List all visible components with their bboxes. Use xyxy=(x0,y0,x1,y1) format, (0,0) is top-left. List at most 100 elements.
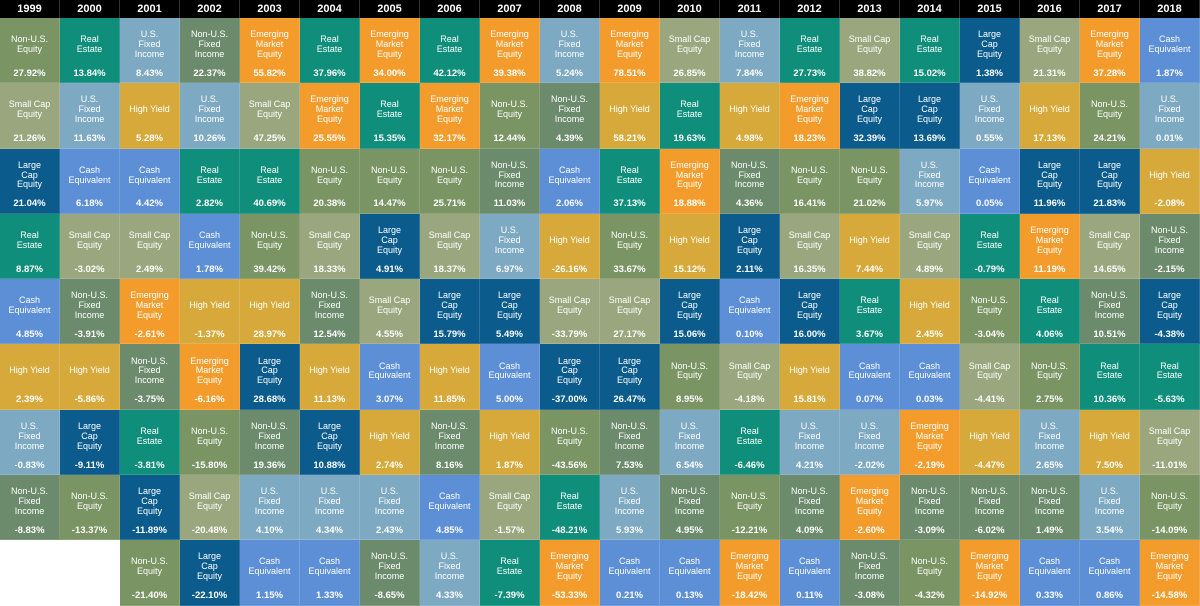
quilt-cell: High Yield4.98% xyxy=(720,83,780,148)
cell-label: Real Estate xyxy=(77,21,103,69)
year-header: 2011 xyxy=(720,0,780,18)
cell-label: Non-U.S. Equity xyxy=(1151,478,1188,526)
cell-value: 5.93% xyxy=(616,526,643,536)
cell-value: 0.05% xyxy=(976,199,1003,209)
cell-label: Large Cap Equity xyxy=(377,217,402,265)
cell-label: Large Cap Equity xyxy=(797,282,822,330)
quilt-cell: Large Cap Equity13.69% xyxy=(900,83,960,148)
quilt-cell: Emerging Market Equity18.23% xyxy=(780,83,840,148)
cell-value: 5.49% xyxy=(496,330,523,340)
quilt-cell: Emerging Market Equity-53.33% xyxy=(540,540,600,605)
cell-value: 0.01% xyxy=(1156,134,1183,144)
cell-label: Large Cap Equity xyxy=(1037,152,1062,200)
cell-value: 18.23% xyxy=(793,134,825,144)
cell-label: Small Cap Equity xyxy=(129,217,171,265)
cell-label: Non-U.S. Fixed Income xyxy=(491,152,528,200)
cell-value: -14.92% xyxy=(972,591,1007,601)
quilt-cell: Non-U.S. Fixed Income7.53% xyxy=(600,410,660,475)
quilt-cell: U.S. Fixed Income4.34% xyxy=(300,475,360,540)
cell-label: Cash Equivalent xyxy=(128,152,170,200)
cell-label: Cash Equivalent xyxy=(8,282,50,330)
cell-label: U.S. Fixed Income xyxy=(795,413,825,461)
quilt-cell: High Yield2.74% xyxy=(360,410,420,475)
cell-value: -2.15% xyxy=(1154,265,1184,275)
cell-label: Emerging Market Equity xyxy=(550,543,589,591)
quilt-cell: Small Cap Equity26.85% xyxy=(660,18,720,83)
cell-label: Real Estate xyxy=(257,152,283,200)
quilt-cell: Real Estate13.84% xyxy=(60,18,120,83)
quilt-cell: Emerging Market Equity-14.92% xyxy=(960,540,1020,605)
cell-label: Large Cap Equity xyxy=(17,152,42,200)
cell-label: Real Estate xyxy=(17,217,43,265)
cell-value: 11.63% xyxy=(74,134,106,144)
cell-value: 1.49% xyxy=(1036,526,1063,536)
quilt-cell: Real Estate37.13% xyxy=(600,149,660,214)
cell-label: Real Estate xyxy=(1097,347,1123,395)
year-header: 2015 xyxy=(960,0,1020,18)
quilt-cell: Small Cap Equity4.89% xyxy=(900,214,960,279)
quilt-cell: Emerging Market Equity78.51% xyxy=(600,18,660,83)
cell-label: Non-U.S. Fixed Income xyxy=(551,86,588,134)
cell-value: 4.91% xyxy=(376,265,403,275)
cell-label: Cash Equivalent xyxy=(488,347,530,395)
cell-label: Cash Equivalent xyxy=(188,217,230,265)
quilt-cell: Non-U.S. Equity-21.40% xyxy=(120,540,180,605)
cell-value: 4.21% xyxy=(796,461,823,471)
cell-value: 18.88% xyxy=(673,199,705,209)
cell-value: 15.06% xyxy=(673,330,705,340)
quilt-cell: Emerging Market Equity-2.19% xyxy=(900,410,960,475)
cell-value: 4.06% xyxy=(1036,330,1063,340)
quilt-cell: Cash Equivalent0.86% xyxy=(1080,540,1140,605)
cell-value: 27.92% xyxy=(13,69,45,79)
cell-value: 7.84% xyxy=(736,69,763,79)
year-header: 2002 xyxy=(180,0,240,18)
cell-label: Large Cap Equity xyxy=(497,282,522,330)
cell-label: High Yield xyxy=(729,86,770,134)
cell-value: 6.18% xyxy=(76,199,103,209)
quilt-cell: Large Cap Equity10.88% xyxy=(300,410,360,475)
cell-value: 27.73% xyxy=(793,69,825,79)
cell-label: Cash Equivalent xyxy=(668,543,710,591)
cell-label: Real Estate xyxy=(857,282,883,330)
cell-label: U.S. Fixed Income xyxy=(195,86,225,134)
cell-value: 25.71% xyxy=(433,199,465,209)
cell-value: -37.00% xyxy=(552,395,587,405)
quilt-cell: High Yield-26.16% xyxy=(540,214,600,279)
quilt-cell: Small Cap Equity-3.02% xyxy=(60,214,120,279)
quilt-cell: High Yield5.28% xyxy=(120,83,180,148)
cell-label: Non-U.S. Fixed Income xyxy=(611,413,648,461)
cell-label: U.S. Fixed Income xyxy=(75,86,105,134)
cell-label: U.S. Fixed Income xyxy=(915,152,945,200)
cell-label: Non-U.S. Equity xyxy=(311,152,348,200)
cell-value: 16.00% xyxy=(793,330,825,340)
cell-label: Non-U.S. Equity xyxy=(431,152,468,200)
quilt-cell: High Yield-1.37% xyxy=(180,279,240,344)
cell-label: Non-U.S. Fixed Income xyxy=(731,152,768,200)
quilt-cell: Large Cap Equity16.00% xyxy=(780,279,840,344)
quilt-cell: Cash Equivalent3.07% xyxy=(360,344,420,409)
cell-value: 10.51% xyxy=(1093,330,1125,340)
quilt-cell: U.S. Fixed Income6.54% xyxy=(660,410,720,475)
quilt-cell: Non-U.S. Fixed Income19.36% xyxy=(240,410,300,475)
cell-label: Real Estate xyxy=(1157,347,1183,395)
cell-label: Non-U.S. Equity xyxy=(611,217,648,265)
cell-value: 13.69% xyxy=(913,134,945,144)
cell-value: 7.50% xyxy=(1096,461,1123,471)
quilt-cell: Real Estate15.02% xyxy=(900,18,960,83)
cell-label: Large Cap Equity xyxy=(737,217,762,265)
cell-value: 2.74% xyxy=(376,461,403,471)
cell-value: 11.85% xyxy=(434,395,466,405)
cell-label: Large Cap Equity xyxy=(557,347,582,395)
quilt-cell: Non-U.S. Equity-15.80% xyxy=(180,410,240,475)
cell-value: -20.48% xyxy=(192,526,227,536)
quilt-cell: Large Cap Equity32.39% xyxy=(840,83,900,148)
quilt-cell: High Yield15.12% xyxy=(660,214,720,279)
cell-label: Non-U.S. Fixed Income xyxy=(371,543,408,591)
cell-label: Small Cap Equity xyxy=(489,478,531,526)
cell-value: 3.54% xyxy=(1096,526,1123,536)
cell-label: U.S. Fixed Income xyxy=(375,478,405,526)
cell-value: 11.19% xyxy=(1034,265,1066,275)
cell-label: Emerging Market Equity xyxy=(1150,543,1189,591)
quilt-cell: Large Cap Equity-9.11% xyxy=(60,410,120,475)
cell-value: -3.75% xyxy=(134,395,164,405)
